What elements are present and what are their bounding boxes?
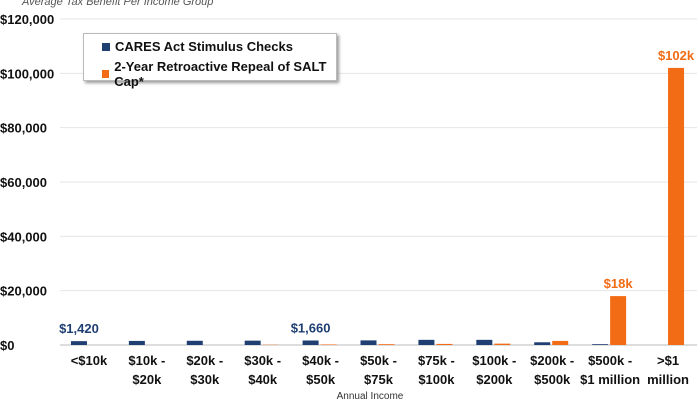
data-label: $102k <box>658 48 695 63</box>
bar-cares <box>361 340 377 345</box>
x-tick-label: <$10k <box>71 353 108 368</box>
bar-cares <box>476 340 492 345</box>
legend-swatch <box>102 43 110 51</box>
x-tick-label: $200k - <box>530 353 574 368</box>
data-label: $1,660 <box>291 320 331 335</box>
x-tick-label: $500k <box>534 372 571 387</box>
legend-item-cares: CARES Act Stimulus Checks <box>102 39 336 54</box>
x-tick-label: $20k <box>132 372 162 387</box>
bar-cares <box>245 341 261 345</box>
data-label: $18k <box>604 276 634 291</box>
x-tick-label: $30k <box>190 372 220 387</box>
x-tick-label: $200k <box>476 372 513 387</box>
x-tick-label: $100k <box>418 372 455 387</box>
x-tick-label: $75k <box>364 372 394 387</box>
x-tick-label: $20k - <box>186 353 223 368</box>
x-tick-label: $30k - <box>244 353 281 368</box>
bar-salt <box>668 68 684 345</box>
bar-cares <box>534 342 550 345</box>
y-tick-label: $120,000 <box>0 12 54 27</box>
x-tick-label: $40k - <box>302 353 339 368</box>
y-tick-label: $80,000 <box>0 121 47 136</box>
x-tick-label: million <box>647 372 689 387</box>
bar-cares <box>303 340 319 345</box>
y-tick-label: $0 <box>0 338 14 353</box>
legend-item-salt: 2-Year Retroactive Repeal of SALT Cap* <box>102 59 336 89</box>
bar-salt <box>552 341 568 345</box>
x-tick-label: $40k <box>248 372 278 387</box>
x-tick-label: >$1 <box>657 353 679 368</box>
x-tick-label: $100k - <box>472 353 516 368</box>
y-tick-label: $40,000 <box>0 229 47 244</box>
x-tick-label: $75k - <box>418 353 455 368</box>
y-tick-label: $100,000 <box>0 66 54 81</box>
y-tick-label: $60,000 <box>0 175 47 190</box>
x-tick-label: $50k <box>306 372 336 387</box>
legend-label: 2-Year Retroactive Repeal of SALT Cap* <box>114 59 336 89</box>
bar-salt <box>610 296 626 345</box>
bar-salt <box>379 344 395 345</box>
x-axis-label: Annual Income <box>0 391 700 402</box>
y-tick-label: $20,000 <box>0 284 47 299</box>
data-label: $1,420 <box>59 321 99 336</box>
bar-salt <box>494 344 510 345</box>
bar-cares <box>129 341 145 345</box>
bar-cares <box>187 341 203 345</box>
x-tick-label: $1 million <box>580 372 640 387</box>
bar-salt <box>436 344 452 345</box>
x-tick-label: $10k - <box>128 353 165 368</box>
legend-label: CARES Act Stimulus Checks <box>115 39 293 54</box>
x-tick-label: $500k - <box>588 353 632 368</box>
bar-cares <box>418 340 434 345</box>
bar-salt <box>321 344 337 345</box>
x-tick-label: $50k - <box>360 353 397 368</box>
legend-swatch <box>102 70 109 78</box>
bar-cares <box>71 341 87 345</box>
bar-cares <box>592 344 608 345</box>
legend: CARES Act Stimulus Checks 2-Year Retroac… <box>83 33 337 81</box>
